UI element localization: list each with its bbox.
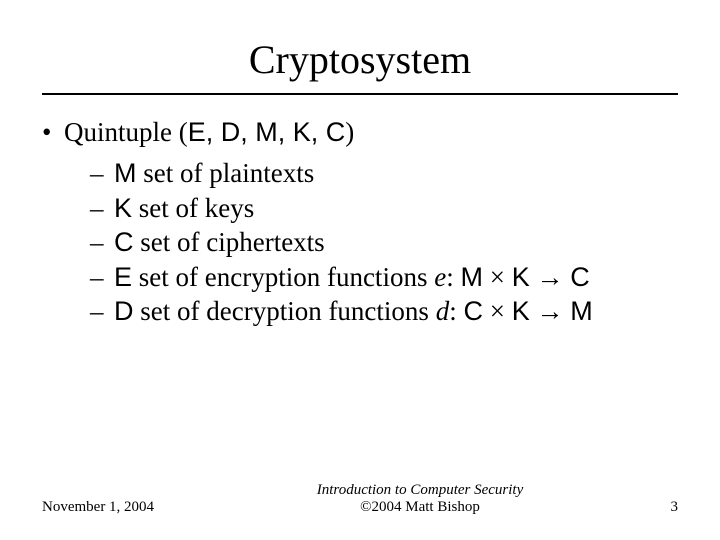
bullet-prefix: Quintuple ( — [64, 117, 188, 147]
sub-rest: set of ciphertexts — [134, 227, 325, 257]
arrow-icon: → — [530, 296, 571, 326]
arrow-icon: → — [530, 262, 571, 292]
sub-item-k: – K set of keys — [90, 191, 678, 226]
dash-icon: – — [90, 156, 114, 191]
times-icon: × — [483, 296, 512, 326]
footer-page-number: 3 — [618, 499, 678, 516]
bullet-text: Quintuple (E, D, M, K, C) — [64, 117, 354, 148]
bullet-quintuple: • Quintuple (E, D, M, K, C) — [42, 117, 678, 148]
sub-rest: set of keys — [132, 193, 254, 223]
sub-item-c: – C set of ciphertexts — [90, 225, 678, 260]
map-from-2: K — [512, 296, 530, 326]
sub-sym: E — [114, 262, 132, 292]
sub-text: K set of keys — [114, 191, 254, 226]
slide-title: Cryptosystem — [42, 36, 678, 83]
sub-text: M set of plaintexts — [114, 156, 314, 191]
dash-icon: – — [90, 191, 114, 226]
sub-sym: M — [114, 158, 137, 188]
title-rule — [42, 93, 678, 95]
colon: : — [446, 262, 460, 292]
footer-title: Introduction to Computer Security — [222, 482, 618, 499]
map-to: C — [570, 262, 590, 292]
footer-center: Introduction to Computer Security ©2004 … — [222, 482, 618, 516]
slide-footer: November 1, 2004 Introduction to Compute… — [0, 482, 720, 516]
map-from-1: C — [463, 296, 483, 326]
sub-sym: C — [114, 227, 134, 257]
sub-item-d: – D set of decryption functions d: C × K… — [90, 294, 678, 329]
map-from-1: M — [460, 262, 483, 292]
colon: : — [449, 296, 463, 326]
dash-icon: – — [90, 260, 114, 295]
sub-text: D set of decryption functions d: C × K →… — [114, 294, 593, 329]
dash-icon: – — [90, 225, 114, 260]
times-icon: × — [483, 262, 512, 292]
sub-sym: D — [114, 296, 134, 326]
bullet-tuple: E, D, M, K, C — [188, 117, 346, 147]
footer-date: November 1, 2004 — [42, 499, 222, 516]
map-from-2: K — [512, 262, 530, 292]
map-to: M — [570, 296, 593, 326]
bullet-suffix: ) — [345, 117, 354, 147]
sub-item-e: – E set of encryption functions e: M × K… — [90, 260, 678, 295]
sub-text: E set of encryption functions e: M × K →… — [114, 260, 590, 295]
slide: Cryptosystem • Quintuple (E, D, M, K, C)… — [0, 0, 720, 540]
sub-list: – M set of plaintexts – K set of keys – … — [90, 156, 678, 329]
bullet-dot: • — [42, 117, 64, 148]
footer-copyright: ©2004 Matt Bishop — [222, 499, 618, 516]
sub-rest: set of plaintexts — [137, 158, 315, 188]
dash-icon: – — [90, 294, 114, 329]
sub-sym: K — [114, 193, 132, 223]
fn-name: e — [434, 262, 446, 292]
sub-text: C set of ciphertexts — [114, 225, 325, 260]
sub-rest: set of encryption functions — [132, 262, 434, 292]
fn-name: d — [436, 296, 450, 326]
sub-rest: set of decryption functions — [134, 296, 436, 326]
sub-item-m: – M set of plaintexts — [90, 156, 678, 191]
